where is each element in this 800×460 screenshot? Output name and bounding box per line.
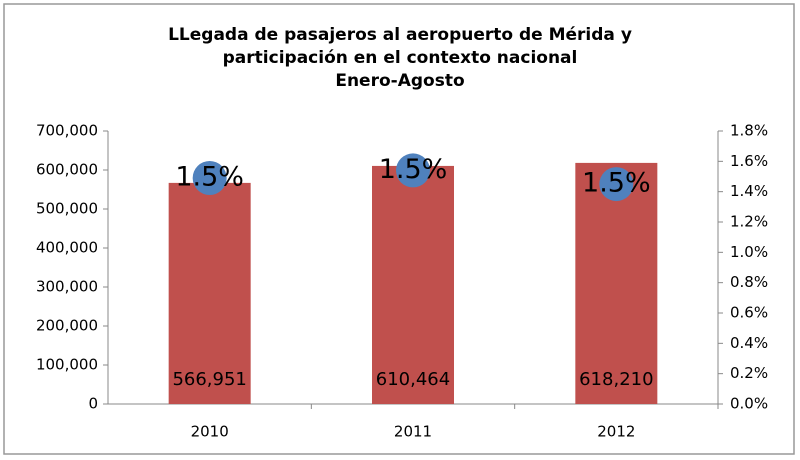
y-tick-label: 100,000 (36, 356, 98, 374)
y-tick-label: 500,000 (36, 200, 98, 218)
y2-tick-label: 1.2% (730, 213, 768, 231)
title-block: LLegada de pasajeros al aeropuerto de Mé… (120, 24, 680, 93)
y2-tick-label: 0.2% (730, 364, 768, 382)
bar-value-label: 566,951 (172, 369, 246, 390)
y-tick-label: 300,000 (36, 278, 98, 296)
x-tick-label: 2012 (597, 423, 635, 441)
y2-tick-label: 1.6% (730, 152, 768, 170)
y2-tick-label: 1.0% (730, 243, 768, 261)
marker (396, 153, 430, 188)
y-tick-label: 0 (88, 395, 98, 413)
bar (372, 165, 454, 404)
y2-tick-label: 1.8% (730, 122, 768, 140)
y-tick-label: 700,000 (36, 122, 98, 140)
marker (599, 167, 634, 202)
x-tick-label: 2010 (191, 423, 229, 441)
y2-tick-label: 0.6% (730, 304, 768, 322)
chart-title: LLegada de pasajeros al aeropuerto de Mé… (168, 25, 632, 68)
marker-value-label: 1.5% (175, 162, 244, 193)
y2-tick-label: 0.0% (730, 395, 768, 413)
y-tick-label: 600,000 (36, 161, 98, 179)
bar-value-label: 618,210 (579, 369, 653, 390)
y2-tick-label: 0.8% (730, 273, 768, 291)
bar (168, 182, 251, 404)
x-tick-label: 2011 (394, 423, 432, 441)
chart-subtitle: Enero-Agosto (335, 71, 465, 91)
marker (192, 161, 227, 196)
y-tick-label: 400,000 (36, 239, 98, 257)
marker-value-label: 1.5% (582, 168, 651, 199)
marker-value-label: 1.5% (379, 154, 448, 185)
y2-tick-label: 0.4% (730, 334, 768, 352)
bar-value-label: 610,464 (376, 369, 450, 390)
y2-tick-label: 1.4% (730, 182, 768, 200)
y-tick-label: 200,000 (36, 317, 98, 335)
bar (575, 162, 658, 404)
